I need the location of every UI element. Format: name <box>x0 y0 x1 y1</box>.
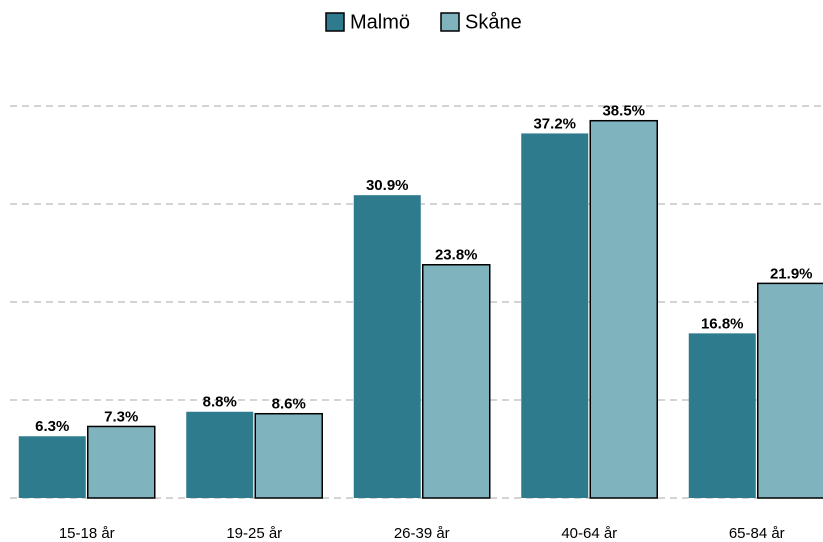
bar <box>353 195 421 498</box>
value-label: 37.2% <box>533 115 576 132</box>
bar <box>521 133 589 498</box>
value-label: 8.8% <box>203 394 237 411</box>
x-tick-label: 15-18 år <box>59 525 115 542</box>
bar <box>87 425 156 499</box>
x-tick-label: 65-84 år <box>729 525 785 542</box>
x-tick-label: 40-64 år <box>561 525 617 542</box>
bar <box>589 119 658 499</box>
legend-label: Skåne <box>465 11 522 33</box>
bar <box>757 282 823 499</box>
value-label: 7.3% <box>104 408 138 425</box>
legend-swatch <box>440 12 460 32</box>
bar <box>254 412 323 499</box>
bar <box>688 333 756 498</box>
value-label: 8.6% <box>272 396 306 413</box>
x-tick-label: 19-25 år <box>226 525 282 542</box>
value-label: 21.9% <box>770 265 813 282</box>
legend-label: Malmö <box>350 11 410 33</box>
bar <box>422 264 491 499</box>
x-tick-label: 26-39 år <box>394 525 450 542</box>
bar <box>186 411 254 498</box>
value-label: 6.3% <box>35 418 69 435</box>
value-label: 30.9% <box>366 177 409 194</box>
value-label: 23.8% <box>435 247 478 264</box>
value-label: 16.8% <box>701 315 744 332</box>
bar <box>18 436 86 498</box>
legend-swatch <box>325 12 345 32</box>
value-label: 38.5% <box>602 103 645 120</box>
